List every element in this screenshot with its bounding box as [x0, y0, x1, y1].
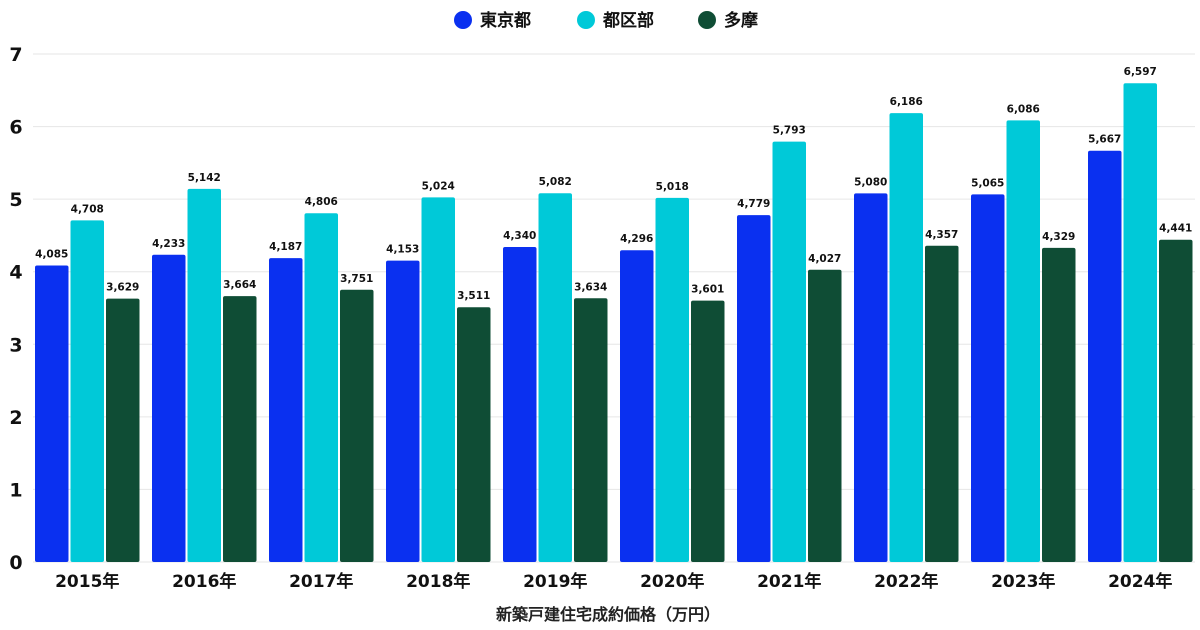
bar-東京都-2016年 [152, 254, 186, 562]
data-label: 5,667 [1088, 134, 1121, 146]
legend-label: 多摩 [724, 10, 758, 31]
data-label: 4,187 [269, 241, 302, 253]
data-label: 5,080 [854, 176, 887, 188]
bar-多摩-2016年 [223, 296, 257, 562]
legend-label: 都区部 [602, 10, 654, 31]
legend-marker [454, 11, 472, 29]
bar-多摩-2015年 [106, 298, 140, 562]
y-tick-label: 1 [9, 479, 22, 501]
x-tick-label: 2017年 [289, 571, 353, 592]
data-label: 4,153 [386, 244, 419, 256]
data-label: 6,597 [1124, 66, 1157, 78]
data-label: 3,634 [574, 281, 607, 293]
legend: 東京都 都区部 多摩 [454, 10, 758, 31]
x-tick-label: 2018年 [406, 571, 470, 592]
bar-多摩-2020年 [691, 300, 725, 562]
legend-marker [577, 11, 595, 29]
bars: 4,085 4,708 3,629 4,233 5,142 3,664 4,187 4,806… [35, 66, 1193, 563]
data-label: 3,664 [223, 279, 256, 291]
bar-都区部-2017年 [304, 213, 338, 562]
data-label: 4,085 [35, 249, 68, 261]
data-label: 5,018 [656, 181, 689, 193]
x-tick-label: 2023年 [991, 571, 1055, 592]
y-tick-label: 7 [9, 44, 22, 66]
bar-多摩-2019年 [574, 298, 608, 562]
bar-東京都-2017年 [269, 258, 303, 562]
x-tick-label: 2024年 [1108, 571, 1172, 592]
data-label: 4,233 [152, 238, 185, 250]
data-label: 6,186 [890, 96, 923, 108]
bar-多摩-2017年 [340, 289, 374, 562]
legend-label: 東京都 [480, 10, 531, 31]
data-label: 4,441 [1159, 223, 1192, 235]
data-label: 5,142 [188, 172, 221, 184]
y-axis: 0 1 2 3 4 5 6 7 [9, 44, 22, 574]
x-axis-label: 新築戸建住宅成約価格（万円） [496, 605, 720, 624]
bar-多摩-2023年 [1042, 247, 1076, 562]
x-tick-label: 2022年 [874, 571, 938, 592]
data-label: 3,629 [106, 282, 139, 294]
data-label: 5,082 [539, 176, 572, 188]
data-label: 4,806 [305, 196, 338, 208]
x-tick-label: 2015年 [55, 571, 119, 592]
legend-item: 都区部 [577, 10, 654, 31]
x-tick-label: 2019年 [523, 571, 587, 592]
bar-都区部-2020年 [655, 197, 689, 562]
y-tick-label: 2 [9, 407, 22, 429]
legend-marker [698, 11, 716, 29]
legend-item: 東京都 [454, 10, 531, 31]
bar-都区部-2022年 [889, 113, 923, 562]
data-label: 4,296 [620, 233, 653, 245]
bar-都区部-2019年 [538, 193, 572, 562]
data-label: 4,329 [1042, 231, 1075, 243]
bar-都区部-2023年 [1006, 120, 1040, 562]
legend-item: 多摩 [698, 10, 758, 31]
data-label: 6,086 [1007, 103, 1040, 115]
data-label: 5,024 [422, 180, 455, 192]
y-tick-label: 4 [9, 262, 22, 284]
bar-都区部-2021年 [772, 141, 806, 562]
bar-東京都-2022年 [854, 193, 888, 562]
bar-都区部-2024年 [1123, 83, 1157, 563]
bar-多摩-2024年 [1159, 239, 1193, 563]
y-tick-label: 5 [9, 189, 22, 211]
bar-東京都-2020年 [620, 250, 654, 562]
data-label: 5,793 [773, 125, 806, 137]
bar-多摩-2022年 [925, 245, 959, 563]
data-label: 4,779 [737, 198, 770, 210]
x-tick-label: 2020年 [640, 571, 704, 592]
bar-多摩-2018年 [457, 307, 491, 562]
data-label: 3,601 [691, 284, 724, 296]
y-tick-label: 0 [9, 552, 22, 574]
x-tick-label: 2016年 [172, 571, 236, 592]
data-label: 4,357 [925, 229, 958, 241]
data-label: 4,027 [808, 253, 841, 265]
bar-都区部-2016年 [187, 188, 221, 562]
data-label: 4,340 [503, 230, 536, 242]
bar-東京都-2018年 [386, 260, 420, 562]
bar-都区部-2018年 [421, 197, 455, 563]
x-tick-label: 2021年 [757, 571, 821, 592]
y-tick-label: 6 [9, 117, 22, 139]
bar-東京都-2023年 [971, 194, 1005, 562]
data-label: 3,751 [340, 273, 373, 285]
data-label: 4,708 [71, 203, 104, 215]
y-tick-label: 3 [9, 334, 22, 356]
bar-都区部-2015年 [70, 220, 104, 562]
data-label: 3,511 [457, 290, 490, 302]
bar-東京都-2021年 [737, 215, 771, 562]
bar-東京都-2019年 [503, 247, 537, 563]
data-label: 5,065 [971, 177, 1004, 189]
bar-東京都-2024年 [1088, 150, 1122, 562]
x-axis: 2015年 2016年 2017年 2018年 2019年 2020年 2021年 2022年… [55, 571, 1172, 592]
bar-東京都-2015年 [35, 265, 69, 562]
bar-多摩-2021年 [808, 269, 842, 562]
